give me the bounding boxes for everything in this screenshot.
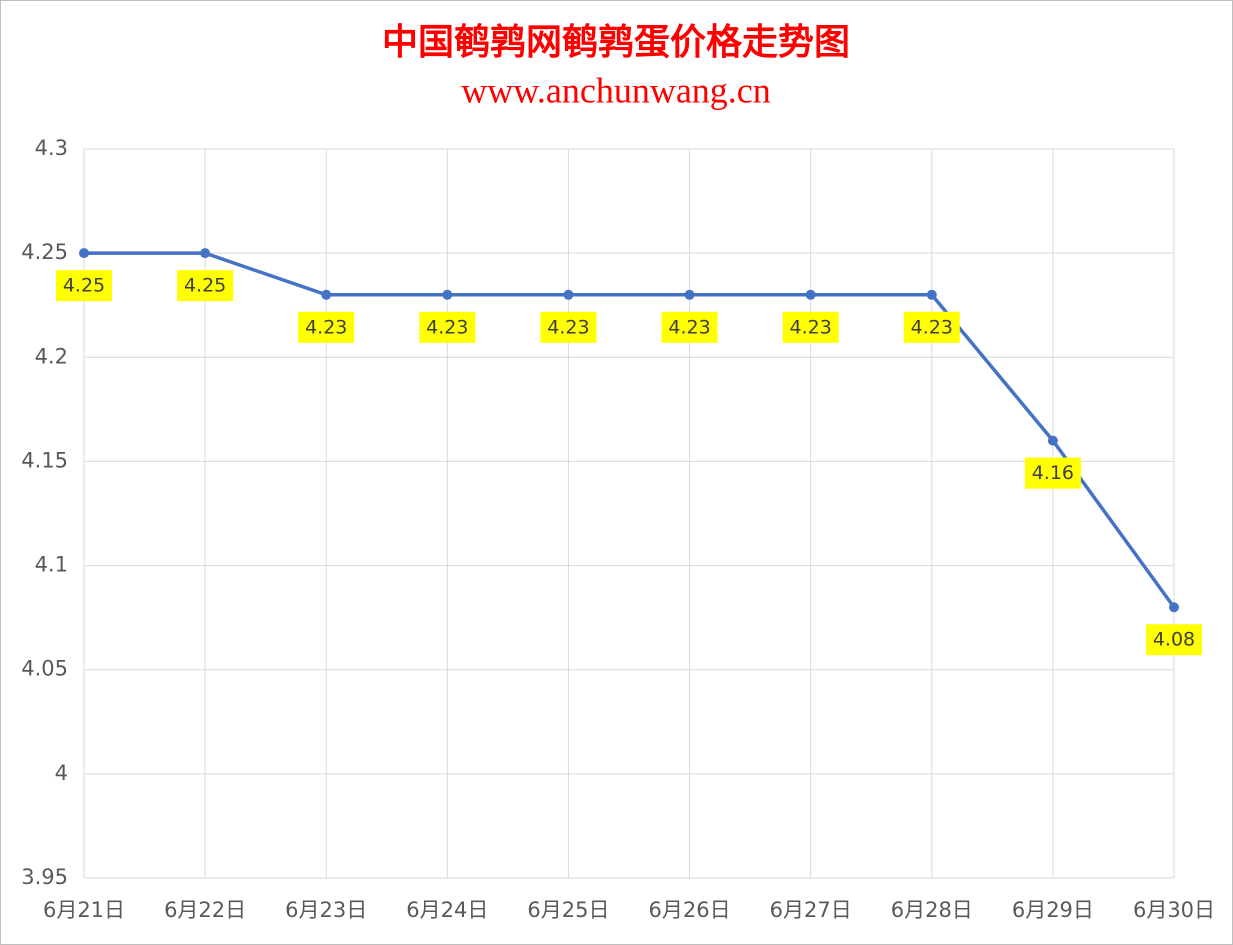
point	[684, 289, 695, 300]
y-tick-label: 4.2	[35, 344, 68, 368]
point	[200, 248, 211, 259]
data-label: 4.16	[1032, 462, 1074, 484]
label-background	[1024, 457, 1081, 489]
x-tick-label: 6月26日	[649, 898, 731, 922]
label-background	[56, 270, 112, 302]
label-background	[661, 311, 718, 343]
x-tick-label: 6月24日	[406, 898, 488, 922]
data-label: 4.23	[426, 316, 468, 338]
point	[1047, 435, 1058, 446]
chart-title: 中国鹌鹑网鹌鹑蛋价格走势图	[382, 21, 850, 63]
data-label: 4.25	[184, 275, 226, 297]
x-tick-label: 6月23日	[285, 898, 367, 922]
x-tick-label: 6月30日	[1133, 898, 1215, 922]
y-tick-label: 3.95	[21, 865, 68, 889]
data-label: 4.23	[790, 316, 832, 338]
data-label: 4.23	[911, 316, 953, 338]
label-background	[540, 311, 597, 343]
label-background	[903, 311, 960, 343]
x-tick-label: 6月21日	[43, 898, 125, 922]
data-label: 4.25	[63, 275, 105, 297]
label-background	[782, 311, 839, 343]
x-tick-label: 6月27日	[770, 898, 852, 922]
point	[79, 248, 89, 259]
label-background	[177, 270, 234, 302]
x-tick-label: 6月22日	[164, 898, 246, 922]
point	[805, 289, 816, 300]
y-tick-label: 4.05	[21, 657, 68, 681]
x-tick-label: 6月25日	[527, 898, 609, 922]
label-background	[1146, 624, 1202, 656]
chart-subtitle: www.anchunwang.cn	[461, 70, 771, 110]
data-label: 4.23	[547, 316, 589, 338]
point	[926, 289, 937, 300]
y-tick-label: 4	[55, 761, 68, 785]
y-tick-label: 4.1	[35, 553, 68, 577]
data-label: 4.08	[1153, 629, 1195, 651]
point	[1169, 602, 1179, 613]
y-tick-label: 4.15	[21, 448, 68, 472]
data-label: 4.23	[305, 316, 347, 338]
line	[84, 251, 1176, 609]
point	[442, 289, 453, 300]
point	[321, 289, 332, 300]
label-background	[298, 311, 355, 343]
x-tick-label: 6月29日	[1012, 898, 1094, 922]
y-tick-label: 4.25	[21, 240, 68, 264]
point	[563, 289, 574, 300]
x-tick-label: 6月28日	[891, 898, 973, 922]
label-background	[419, 311, 476, 343]
data-label: 4.23	[668, 316, 710, 338]
y-tick-label: 4.3	[35, 136, 68, 160]
